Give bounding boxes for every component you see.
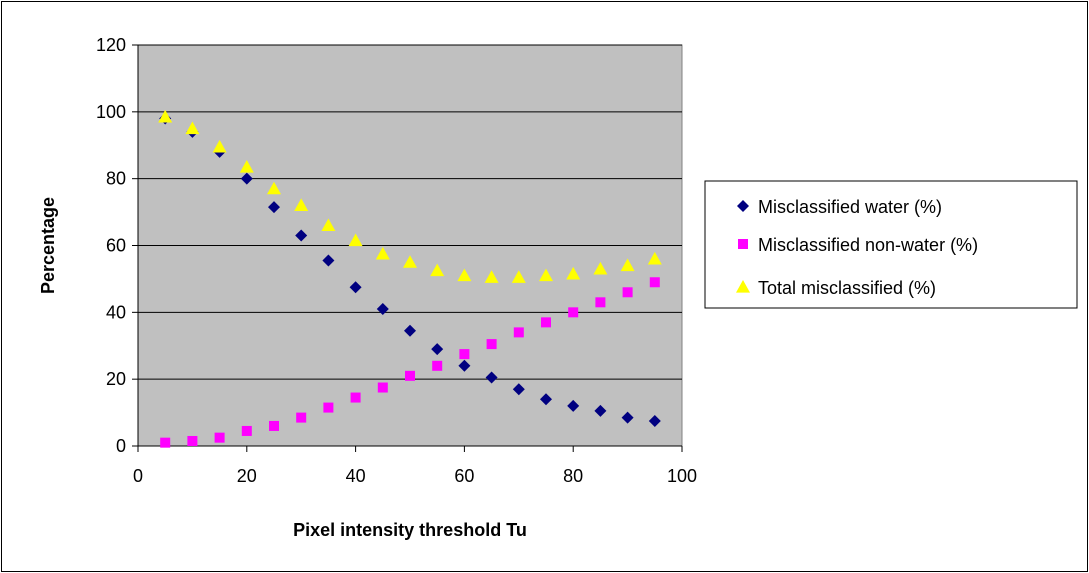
data-point	[160, 437, 171, 448]
data-point	[241, 425, 252, 436]
y-tick-labels: 0 20 40 60 80 100 120	[96, 35, 126, 456]
data-point	[566, 266, 581, 280]
data-point	[647, 251, 662, 265]
data-point	[457, 268, 472, 282]
data-point	[593, 261, 608, 275]
data-point	[540, 393, 552, 406]
legend-label-water: Misclassified water (%)	[758, 197, 942, 217]
legend-item-non-water: Misclassified non-water (%)	[738, 235, 978, 255]
x-tick-label: 40	[346, 466, 366, 486]
x-axis-title: Pixel intensity threshold Tu	[293, 520, 527, 540]
data-point	[594, 404, 607, 417]
data-point	[458, 359, 471, 372]
data-point	[567, 399, 580, 412]
legend-marker	[737, 200, 749, 212]
data-point	[486, 339, 497, 350]
data-point	[403, 255, 417, 268]
y-tick-label: 60	[106, 236, 126, 256]
series-2	[158, 109, 662, 283]
legend-box	[704, 180, 1078, 309]
data-point	[622, 287, 633, 298]
data-point	[431, 343, 444, 356]
x-tick-label: 20	[237, 466, 257, 486]
axes	[132, 44, 683, 452]
x-tick-label: 100	[667, 466, 697, 486]
gridlines	[138, 44, 682, 380]
data-point	[349, 281, 362, 294]
data-point	[459, 349, 470, 360]
data-point	[620, 258, 635, 272]
data-point	[323, 402, 334, 413]
data-point	[158, 109, 173, 123]
y-tick-label: 120	[96, 35, 126, 55]
y-tick-label: 40	[106, 302, 126, 322]
data-point	[267, 181, 281, 195]
y-tick-label: 20	[106, 369, 126, 389]
y-tick-label: 80	[106, 169, 126, 189]
data-markers	[158, 109, 662, 448]
data-point	[268, 201, 280, 214]
legend-label-non-water: Misclassified non-water (%)	[758, 235, 978, 255]
x-tick-labels: 0 20 40 60 80 100	[133, 466, 697, 486]
data-point	[430, 263, 445, 277]
x-tick-label: 80	[563, 466, 583, 486]
data-point	[539, 268, 553, 282]
y-axis-title: Percentage	[38, 197, 58, 294]
data-point	[322, 254, 335, 267]
legend-marker-square-icon	[738, 239, 748, 249]
data-point	[485, 371, 498, 384]
data-point	[568, 307, 579, 318]
legend-marker	[738, 239, 748, 249]
data-point	[269, 420, 279, 431]
data-point	[541, 317, 551, 328]
data-point	[240, 172, 253, 185]
data-point	[185, 121, 200, 135]
data-point	[295, 229, 308, 242]
data-point	[513, 327, 524, 338]
data-point	[595, 297, 606, 308]
data-point	[512, 383, 525, 396]
data-point	[187, 435, 198, 446]
x-tick-label: 0	[133, 466, 143, 486]
data-point	[212, 139, 227, 153]
data-point	[350, 392, 361, 403]
data-point	[484, 270, 499, 283]
data-point	[375, 246, 390, 260]
data-point	[296, 412, 307, 423]
legend-item-water: Misclassified water (%)	[737, 197, 942, 217]
y-tick-label: 0	[116, 436, 126, 456]
data-point	[404, 324, 416, 337]
data-point	[621, 411, 634, 424]
data-point	[376, 302, 389, 315]
data-point	[294, 198, 309, 211]
data-point	[648, 414, 661, 427]
data-point	[432, 360, 443, 371]
x-tick-label: 60	[454, 466, 474, 486]
data-point	[239, 159, 254, 173]
data-point	[649, 277, 660, 288]
legend: Misclassified water (%) Misclassified no…	[704, 180, 1078, 309]
series-1	[160, 277, 660, 448]
legend-label-total: Total misclassified (%)	[758, 278, 936, 298]
legend-marker	[736, 280, 750, 293]
data-point	[214, 432, 225, 443]
data-point	[348, 233, 363, 247]
legend-marker-triangle-icon	[736, 280, 750, 293]
data-point	[377, 382, 388, 393]
legend-marker-diamond-icon	[737, 200, 749, 212]
legend-item-total: Total misclassified (%)	[736, 278, 936, 298]
data-point	[511, 270, 526, 283]
data-point	[321, 218, 336, 232]
data-point	[405, 370, 415, 381]
y-tick-label: 100	[96, 102, 126, 122]
